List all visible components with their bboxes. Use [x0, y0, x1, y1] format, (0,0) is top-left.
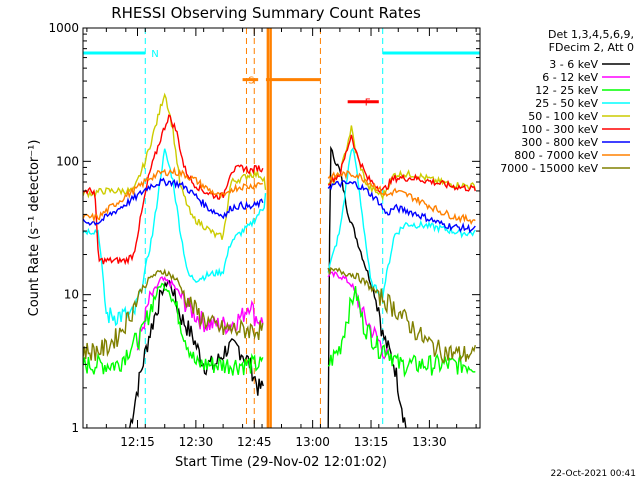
x-tick-label: 12:45: [237, 435, 272, 449]
series-100-300-kev: [83, 114, 476, 266]
legend-label: 6 - 12 keV: [542, 71, 598, 84]
legend-label: 300 - 800 keV: [521, 136, 598, 149]
x-tick-label: 13:30: [412, 435, 447, 449]
series-trace-4-1: [327, 125, 476, 202]
series-trace-5-1: [327, 134, 476, 193]
legend-header-line: FDecim 2, Att 0: [549, 41, 634, 54]
y-axis-label: Count Rate (s⁻¹ detector⁻¹): [27, 140, 42, 317]
series-trace-2-1: [327, 285, 476, 378]
legend-label: 3 - 6 keV: [549, 58, 598, 71]
x-tick-label: 12:15: [120, 435, 155, 449]
flag-label-S: S: [248, 76, 254, 87]
legend-label: 25 - 50 keV: [535, 97, 598, 110]
series-50-100-kev: [83, 92, 476, 240]
series-trace-1-0: [136, 276, 264, 351]
chart-title: RHESSI Observing Summary Count Rates: [111, 4, 421, 22]
x-tick-label: 13:00: [295, 435, 330, 449]
series-trace-7-0: [83, 166, 263, 223]
y-tick-label: 10: [64, 288, 79, 302]
series-trace-2-0: [83, 282, 264, 376]
series-trace-0-0: [129, 279, 264, 428]
series-300-800-kev: [83, 177, 476, 234]
y-tick-label: 100: [56, 154, 79, 168]
legend-label: 12 - 25 keV: [535, 84, 598, 97]
x-axis-label: Start Time (29-Nov-02 12:01:02): [175, 455, 387, 470]
flag-label-N: N: [151, 49, 158, 60]
series-12-25-kev: [83, 282, 476, 378]
series-trace-6-1: [327, 180, 476, 234]
series-trace-7-1: [327, 170, 476, 226]
series-trace-4-0: [83, 92, 267, 240]
legend-label: 50 - 100 keV: [528, 110, 598, 123]
series-800-7000-kev: [83, 166, 476, 226]
series-trace-8-0: [83, 268, 264, 361]
legend-header-line: Det 1,3,4,5,6,9,: [548, 28, 634, 41]
flag-label-F: F: [365, 98, 371, 109]
x-tick-label: 12:30: [179, 435, 214, 449]
legend-label: 7000 - 15000 keV: [500, 162, 598, 175]
y-tick-label: 1: [71, 421, 79, 435]
legend-label: 100 - 300 keV: [521, 123, 598, 136]
footer-timestamp: 22-Oct-2021 00:41: [551, 469, 636, 479]
legend-label: 800 - 7000 keV: [514, 149, 598, 162]
series-7000-15000-kev: [83, 266, 476, 363]
series-trace-6-0: [83, 177, 264, 227]
x-tick-label: 13:15: [354, 435, 389, 449]
series-trace-3-0: [83, 148, 267, 327]
y-tick-label: 1000: [48, 21, 79, 35]
series-trace-5-0: [83, 114, 264, 266]
series-trace-8-1: [327, 266, 476, 363]
